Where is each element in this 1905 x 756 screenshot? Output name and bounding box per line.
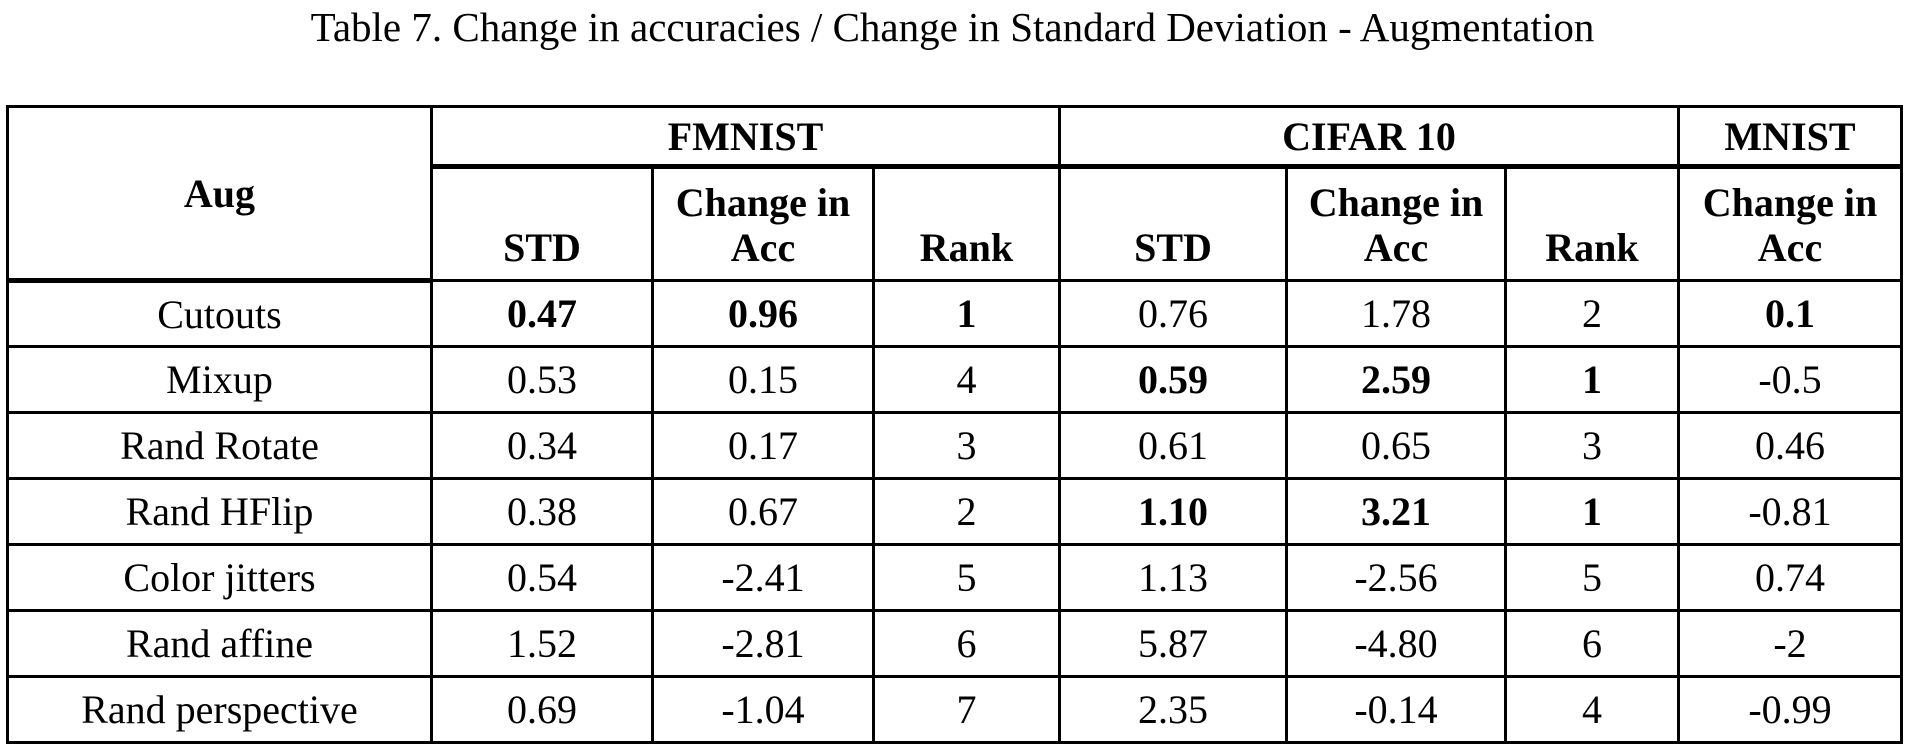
- cell-fmnist-change: 0.17: [651, 411, 875, 480]
- sub-header-row: STD Change in Acc Rank STD Change in Acc…: [8, 165, 1903, 282]
- cell-mnist-change: -0.5: [1677, 345, 1903, 414]
- cell-cifar10-rank: 2: [1504, 279, 1680, 348]
- table-row: Color jitters 0.54 -2.41 5 1.13 -2.56 5 …: [6, 543, 1903, 612]
- cell-fmnist-std: 0.47: [430, 279, 654, 348]
- cell-cifar10-change: 0.65: [1285, 411, 1507, 480]
- cell-cifar10-change: 1.78: [1285, 279, 1507, 348]
- cell-fmnist-rank: 3: [872, 411, 1061, 480]
- group-header-fmnist: FMNIST: [430, 105, 1061, 169]
- aug-label: Cutouts: [6, 279, 433, 348]
- column-header-cifar10-rank: Rank: [1504, 165, 1680, 282]
- group-header-mnist: MNIST: [1677, 105, 1903, 169]
- cell-mnist-change: 0.1: [1677, 279, 1903, 348]
- table-row: Rand HFlip 0.38 0.67 2 1.10 3.21 1 -0.81: [6, 477, 1903, 546]
- results-table: Aug FMNIST CIFAR 10 MNIST STD Change in …: [6, 105, 1903, 744]
- cell-fmnist-std: 1.52: [430, 609, 654, 678]
- cell-cifar10-rank: 3: [1504, 411, 1680, 480]
- cell-fmnist-std: 0.34: [430, 411, 654, 480]
- table-row: Rand affine 1.52 -2.81 6 5.87 -4.80 6 -2: [6, 609, 1903, 678]
- aug-label: Rand affine: [6, 609, 433, 678]
- cell-fmnist-rank: 5: [872, 543, 1061, 612]
- cell-fmnist-std: 0.54: [430, 543, 654, 612]
- aug-label: Rand HFlip: [6, 477, 433, 546]
- cell-cifar10-std: 0.76: [1058, 279, 1288, 348]
- cell-cifar10-rank: 1: [1504, 477, 1680, 546]
- cell-cifar10-std: 1.13: [1058, 543, 1288, 612]
- cell-cifar10-std: 0.61: [1058, 411, 1288, 480]
- column-header-cifar10-change-in-acc: Change in Acc: [1285, 165, 1507, 282]
- column-header-fmnist-std: STD: [430, 165, 654, 282]
- column-header-aug: Aug: [6, 105, 433, 283]
- cell-cifar10-std: 0.59: [1058, 345, 1288, 414]
- aug-label: Rand perspective: [6, 675, 433, 744]
- cell-fmnist-rank: 4: [872, 345, 1061, 414]
- aug-label: Mixup: [6, 345, 433, 414]
- cell-fmnist-rank: 7: [872, 675, 1061, 744]
- cell-fmnist-rank: 2: [872, 477, 1061, 546]
- table-row: Rand perspective 0.69 -1.04 7 2.35 -0.14…: [6, 675, 1903, 744]
- cell-cifar10-std: 5.87: [1058, 609, 1288, 678]
- cell-fmnist-std: 0.69: [430, 675, 654, 744]
- table-caption: Table 7. Change in accuracies / Change i…: [310, 4, 1595, 50]
- cell-cifar10-change: 3.21: [1285, 477, 1507, 546]
- cell-cifar10-rank: 4: [1504, 675, 1680, 744]
- aug-label: Color jitters: [6, 543, 433, 612]
- cell-mnist-change: 0.46: [1677, 411, 1903, 480]
- cell-fmnist-change: -2.41: [651, 543, 875, 612]
- cell-cifar10-change: -4.80: [1285, 609, 1507, 678]
- cell-cifar10-change: 2.59: [1285, 345, 1507, 414]
- column-header-fmnist-rank: Rank: [872, 165, 1061, 282]
- aug-label: Rand Rotate: [6, 411, 433, 480]
- cell-cifar10-change: -0.14: [1285, 675, 1507, 744]
- cell-mnist-change: 0.74: [1677, 543, 1903, 612]
- cell-fmnist-rank: 1: [872, 279, 1061, 348]
- cell-fmnist-change: 0.67: [651, 477, 875, 546]
- cell-mnist-change: -0.99: [1677, 675, 1903, 744]
- table-row: Mixup 0.53 0.15 4 0.59 2.59 1 -0.5: [6, 345, 1903, 414]
- cell-fmnist-change: -1.04: [651, 675, 875, 744]
- cell-fmnist-change: 0.15: [651, 345, 875, 414]
- group-header-row: Aug FMNIST CIFAR 10 MNIST: [6, 105, 1903, 283]
- cell-cifar10-rank: 1: [1504, 345, 1680, 414]
- column-header-fmnist-change-in-acc: Change in Acc: [651, 165, 875, 282]
- column-header-cifar10-std: STD: [1058, 165, 1288, 282]
- cell-cifar10-rank: 5: [1504, 543, 1680, 612]
- table-row: Rand Rotate 0.34 0.17 3 0.61 0.65 3 0.46: [6, 411, 1903, 480]
- cell-fmnist-change: 0.96: [651, 279, 875, 348]
- cell-cifar10-std: 1.10: [1058, 477, 1288, 546]
- column-header-mnist-change-in-acc: Change in Acc: [1677, 165, 1903, 282]
- cell-cifar10-std: 2.35: [1058, 675, 1288, 744]
- cell-fmnist-std: 0.53: [430, 345, 654, 414]
- cell-cifar10-rank: 6: [1504, 609, 1680, 678]
- cell-fmnist-rank: 6: [872, 609, 1061, 678]
- cell-mnist-change: -0.81: [1677, 477, 1903, 546]
- table-row: Cutouts 0.47 0.96 1 0.76 1.78 2 0.1: [6, 279, 1903, 348]
- cell-fmnist-std: 0.38: [430, 477, 654, 546]
- cell-fmnist-change: -2.81: [651, 609, 875, 678]
- cell-mnist-change: -2: [1677, 609, 1903, 678]
- cell-cifar10-change: -2.56: [1285, 543, 1507, 612]
- group-header-cifar10: CIFAR 10: [1058, 105, 1680, 169]
